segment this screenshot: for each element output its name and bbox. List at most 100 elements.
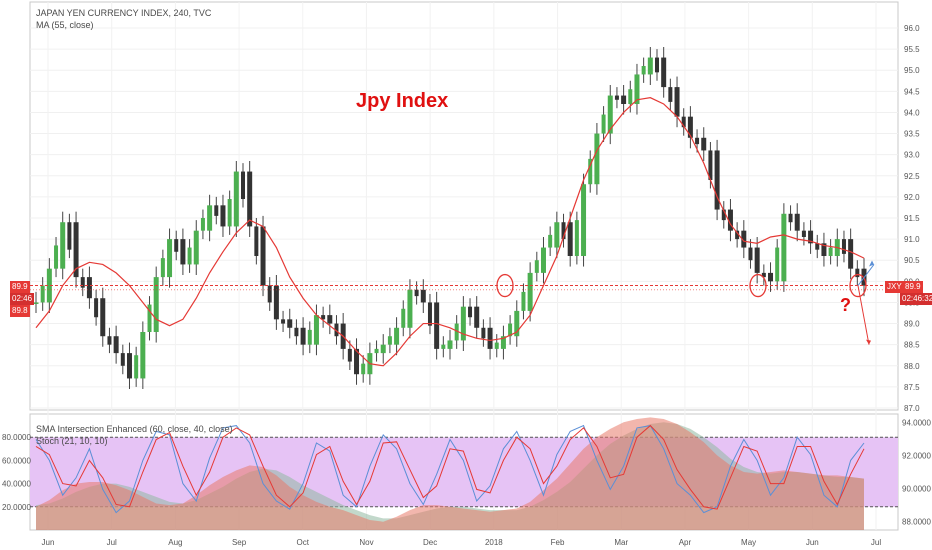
price-candle: [735, 230, 740, 240]
price-candle: [394, 327, 400, 345]
price-candle: [508, 323, 513, 337]
price-candle: [634, 74, 640, 104]
price-tick-label: 92.5: [904, 172, 920, 181]
price-candle: [247, 171, 253, 227]
left-price-tag: 89.9: [10, 281, 30, 293]
price-candle: [273, 285, 279, 320]
annotations-layer: [30, 260, 898, 345]
indicator-y-axis: 80.0000 60.0000 40.0000 20.0000 94.0000 92.00…: [2, 418, 931, 526]
price-tick-label: 93.5: [904, 130, 920, 139]
sma-fast-area: [36, 417, 864, 530]
x-tick-label: Mar: [614, 538, 628, 547]
price-candle: [695, 137, 700, 145]
price-candle: [674, 87, 680, 117]
x-tick-label: Feb: [551, 538, 565, 547]
price-candle: [167, 239, 173, 278]
price-candle: [594, 133, 600, 185]
price-candle: [781, 213, 787, 282]
price-candle: [120, 353, 125, 366]
price-candle: [588, 158, 593, 185]
price-candle: [681, 116, 686, 128]
price-candle: [321, 315, 326, 320]
jpy-index-annotation: Jpy Index: [356, 90, 449, 112]
price-candle: [134, 355, 139, 379]
x-tick-label: Jul: [871, 538, 881, 547]
price-candle: [534, 260, 539, 273]
price-candle: [407, 289, 413, 328]
price-candle: [821, 243, 827, 256]
down-arrow-head: [866, 339, 871, 345]
price-candle: [113, 336, 119, 354]
price-chart-series: [33, 47, 867, 389]
price-candle: [527, 272, 533, 311]
x-tick-label: Jul: [107, 538, 117, 547]
price-candle: [581, 184, 587, 256]
price-tick-label: 95.5: [904, 45, 920, 54]
price-candle: [374, 348, 379, 354]
price-candle: [614, 95, 619, 100]
price-candle: [841, 239, 846, 254]
price-candle: [441, 344, 446, 349]
price-candle: [521, 291, 526, 311]
price-candle: [354, 348, 360, 375]
price-candle: [327, 315, 333, 324]
price-tick-label: 92.0: [904, 193, 920, 202]
price-candle: [855, 268, 860, 278]
price-tick-label: 88.0: [904, 362, 920, 371]
price-candle: [107, 336, 112, 345]
price-candle: [200, 218, 205, 231]
price-candle: [714, 150, 720, 210]
x-tick-label: May: [741, 538, 756, 547]
left-time-tag: 02:46: [10, 293, 35, 305]
price-candle: [207, 205, 213, 231]
price-candle: [721, 209, 726, 221]
price-candle: [420, 289, 426, 303]
right-time-tag: 02:46:32: [900, 293, 932, 305]
right-symbol-tag: JXY: [885, 281, 904, 293]
price-candle: [794, 213, 800, 231]
sma-tick-label: 90.0000: [902, 485, 931, 494]
price-candle: [126, 353, 132, 379]
price-tick-label: 89.0: [904, 320, 920, 329]
price-candle: [33, 302, 39, 304]
price-candle: [500, 336, 506, 349]
price-candle: [287, 319, 293, 328]
up-arrow: [857, 264, 875, 286]
price-tick-label: 95.0: [904, 66, 920, 75]
price-candle: [153, 277, 159, 332]
touch-circle: [496, 273, 514, 298]
main-panel-frame: [29, 1, 899, 411]
sma-tick-label: 88.0000: [902, 518, 931, 527]
price-candle: [468, 306, 473, 318]
price-candle: [241, 171, 245, 199]
price-candle: [607, 95, 613, 134]
price-candle: [628, 89, 633, 104]
price-candle: [94, 298, 99, 318]
price-candle: [387, 336, 392, 345]
price-candle: [233, 171, 239, 227]
price-candle: [554, 222, 560, 248]
price-candle: [574, 220, 579, 256]
symbol-title: JAPAN YEN CURRENCY INDEX, 240, TVC: [36, 8, 212, 18]
price-candle: [427, 302, 432, 326]
price-tick-label: 96.0: [904, 24, 920, 33]
x-tick-label: Jun: [806, 538, 819, 547]
price-candle: [160, 258, 165, 278]
price-candle: [434, 302, 440, 349]
price-candle: [313, 315, 319, 345]
price-candle: [60, 222, 66, 269]
price-candle: [828, 247, 833, 256]
price-candle: [514, 310, 520, 337]
price-candle: [788, 213, 793, 223]
price-candle: [647, 57, 653, 75]
price-candle: [668, 87, 673, 102]
sma-tick-label: 94.0000: [902, 418, 931, 427]
price-candle: [40, 285, 45, 303]
price-candle: [460, 306, 466, 341]
price-candle: [641, 66, 646, 75]
price-candle: [73, 222, 79, 278]
price-candle: [701, 137, 707, 151]
price-candle: [481, 327, 486, 339]
price-candle: [754, 247, 760, 273]
